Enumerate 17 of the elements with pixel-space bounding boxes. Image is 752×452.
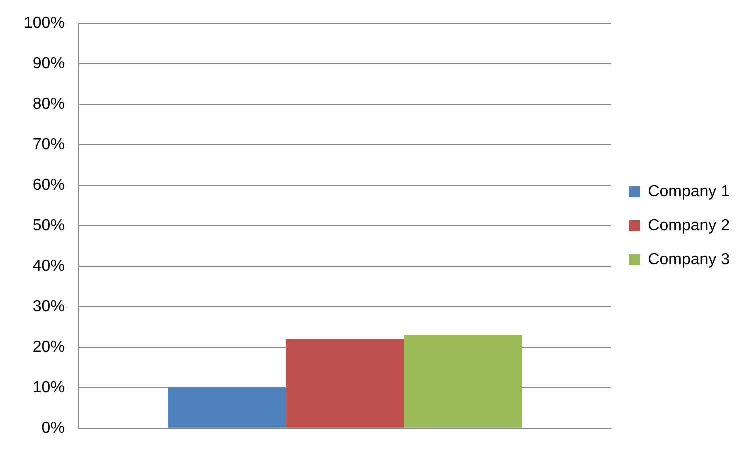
y-tick-label: 70%	[32, 136, 65, 154]
y-tick-label: 0%	[42, 420, 65, 437]
legend-label: Company 3	[648, 251, 730, 268]
y-tick-label: 10%	[32, 379, 65, 396]
y-tick-label: 80%	[32, 96, 65, 113]
y-tick-label: 90%	[32, 55, 65, 72]
y-tick-label: 20%	[32, 338, 65, 356]
y-tick-label: 40%	[32, 258, 65, 275]
y-tick-label: 100%	[24, 15, 65, 32]
y-tick-label: 30%	[32, 298, 65, 316]
bar	[168, 388, 286, 428]
y-tick-label: 60%	[32, 176, 65, 194]
bar	[286, 339, 404, 428]
y-tick-label: 50%	[32, 217, 65, 234]
legend-label: Company 2	[648, 217, 730, 234]
legend-label: Company 1	[648, 183, 730, 200]
bar	[404, 335, 522, 428]
